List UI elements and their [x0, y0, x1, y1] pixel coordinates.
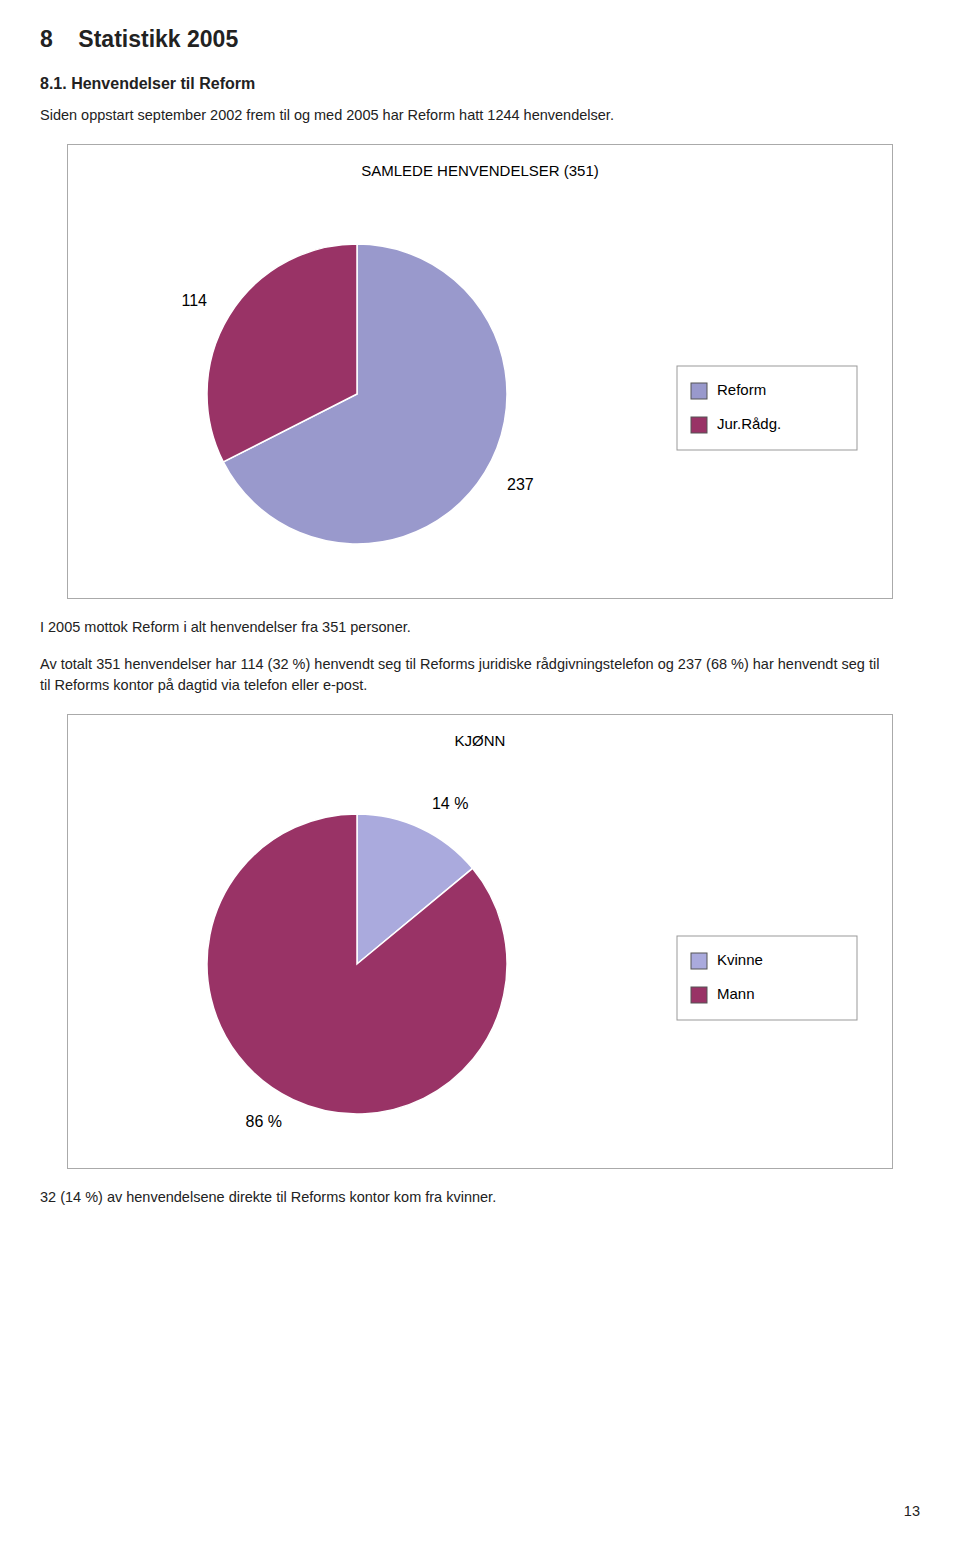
- legend-swatch: [691, 987, 707, 1003]
- chart-frame: [68, 715, 893, 1169]
- legend-item: Kvinne: [691, 951, 763, 969]
- legend-label: Mann: [717, 985, 755, 1002]
- para: I 2005 mottok Reform i alt henvendelser …: [40, 617, 920, 638]
- chart-title: SAMLEDE HENVENDELSER (351): [361, 162, 599, 179]
- legend-swatch: [691, 383, 707, 399]
- legend-label: Kvinne: [717, 951, 763, 968]
- para: 32 (14 %) av henvendelsene direkte til R…: [40, 1187, 920, 1208]
- legend-item: Reform: [691, 381, 766, 399]
- legend-frame: [677, 936, 857, 1020]
- chart-frame: [68, 145, 893, 599]
- chart-title: KJØNN: [455, 732, 506, 749]
- legend-item: Jur.Rådg.: [691, 415, 781, 433]
- pie-slice: [207, 814, 507, 1114]
- pie-slice: [207, 244, 357, 462]
- section-title: 8.1. Henvendelser til Reform: [40, 75, 920, 93]
- text-line: til Reforms kontor på dagtid via telefon…: [40, 675, 920, 696]
- text-line: Av totalt 351 henvendelser har 114 (32 %…: [40, 654, 920, 675]
- page-body: {"page_title": "8 Statistikk 2005", "sec…: [0, 0, 960, 1543]
- page: 8 Statistikk 2005 8.1. Henvendelser til R…: [40, 16, 920, 1218]
- pie: 14 % 86 %: [207, 795, 507, 1131]
- paragraph: Av totalt 351 henvendelser har 114 (32 %…: [40, 654, 920, 696]
- pie-chart: SAMLEDE HENVENDELSER (351) 237 114 Reform Ju…: [67, 144, 893, 599]
- legend-swatch: [691, 953, 707, 969]
- page-title: 8 Statistikk 2005: [40, 26, 920, 53]
- data-label: 14 %: [432, 795, 468, 812]
- data-label: 114: [181, 292, 207, 309]
- middle-text: I 2005 mottok Reform i alt henvendelser …: [40, 617, 920, 696]
- legend: Reform Jur.Rådg.: [677, 366, 857, 450]
- legend-frame: [677, 366, 857, 450]
- legend-item: Mann: [691, 985, 755, 1003]
- pie-chart: KJØNN 14 % 86 % Kvinne Mann: [67, 714, 893, 1169]
- page-number: 13: [904, 1503, 920, 1519]
- pie: 237 114: [181, 244, 533, 544]
- legend-label: Reform: [717, 381, 766, 398]
- legend-label: Jur.Rådg.: [717, 415, 781, 432]
- legend-swatch: [691, 417, 707, 433]
- data-label: 237: [507, 476, 534, 493]
- data-label: 86 %: [246, 1114, 282, 1131]
- para: Siden oppstart september 2002 frem til o…: [40, 105, 920, 126]
- legend: Kvinne Mann: [677, 936, 857, 1020]
